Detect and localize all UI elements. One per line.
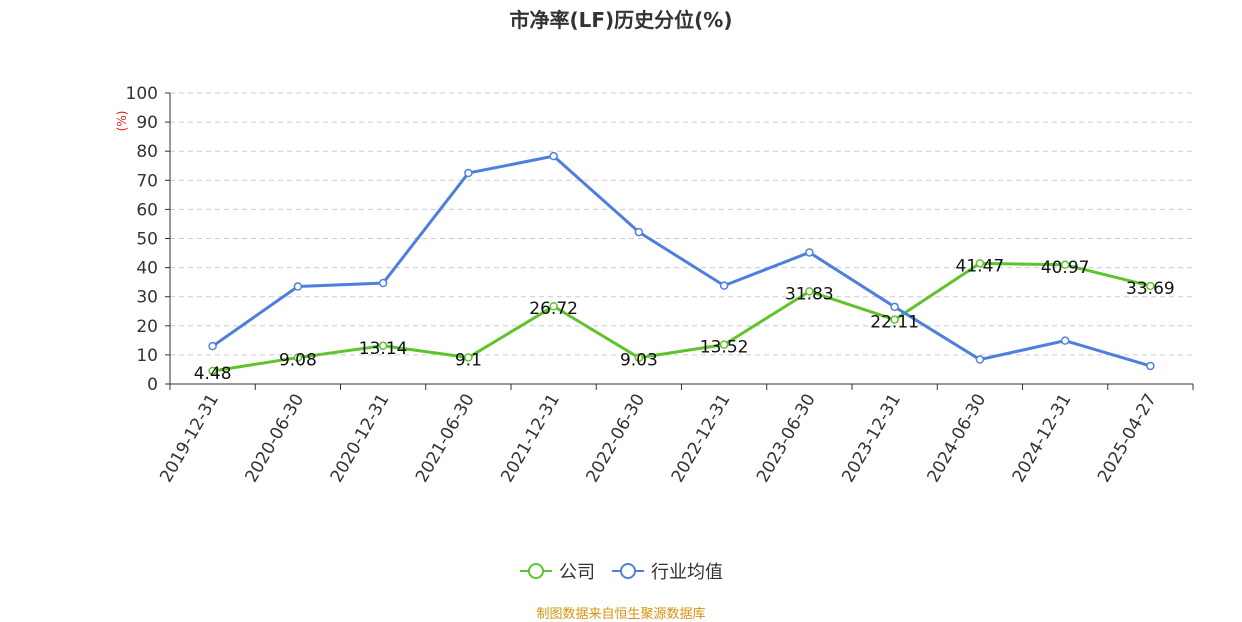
grid-lines — [170, 92, 1193, 356]
data-point-marker[interactable] — [293, 353, 303, 362]
data-point-marker[interactable] — [1060, 336, 1070, 345]
data-labels: 4.48 9.08 13.14 9.1 26.72 9.03 13.52 31.83 22.11… — [194, 256, 1175, 384]
data-label: 9.1 — [455, 351, 482, 371]
y-tick-label: 80 — [136, 142, 158, 162]
data-label: 4.48 — [194, 364, 232, 384]
legend-label-company: 公司 — [559, 562, 595, 583]
legend: 公司 行业均值 — [0, 558, 1242, 584]
legend-line-marker-icon — [520, 563, 552, 579]
x-tick-label: 2025-04-27 — [1094, 391, 1161, 487]
source-note: 制图数据来自恒生聚源数据库 — [536, 607, 706, 622]
data-point-marker[interactable] — [1146, 281, 1155, 291]
y-axis-unit-label: (%) — [115, 111, 129, 132]
x-tick-label: 2024-06-30 — [923, 391, 990, 487]
data-point-marker[interactable] — [975, 259, 985, 268]
axes: 0 10 20 30 40 50 60 70 80 90 100 2019-12-31 2020-06-… — [126, 84, 1194, 487]
data-point-marker[interactable] — [208, 341, 217, 351]
legend-label-industry: 行业均值 — [651, 562, 723, 583]
data-label: 31.83 — [785, 284, 834, 304]
data-point-marker[interactable] — [1060, 260, 1070, 270]
data-point-marker[interactable] — [890, 302, 899, 312]
legend-item-industry[interactable]: 行业均值 — [611, 558, 723, 584]
y-tick-label: 30 — [136, 288, 158, 308]
x-tick-label: 2022-06-30 — [582, 391, 649, 487]
data-label: 13.52 — [700, 338, 749, 358]
y-tick-label: 20 — [136, 317, 158, 337]
series-line-industry — [211, 154, 1151, 368]
chart-title: 市净率(LF)历史分位(%) — [509, 8, 733, 32]
data-point-marker[interactable] — [378, 341, 388, 351]
data-point-marker[interactable] — [549, 151, 558, 161]
data-point-marker[interactable] — [464, 168, 473, 178]
data-label: 26.72 — [529, 299, 578, 319]
data-point-marker[interactable] — [805, 287, 814, 296]
y-tick-label: 40 — [136, 259, 158, 279]
x-tick-label: 2024-12-31 — [1009, 391, 1076, 487]
y-tick-label: 60 — [136, 200, 158, 220]
y-tick-label: 50 — [136, 230, 158, 250]
data-point-marker[interactable] — [464, 353, 473, 362]
x-tick-label: 2020-12-31 — [327, 391, 394, 487]
y-tick-label: 10 — [136, 346, 158, 366]
data-label: 9.03 — [620, 351, 658, 371]
data-point-marker[interactable] — [634, 353, 644, 362]
x-tick-label: 2019-12-31 — [156, 391, 223, 487]
data-point-marker[interactable] — [805, 248, 814, 257]
data-point-marker[interactable] — [719, 281, 729, 290]
data-point-marker[interactable] — [208, 366, 217, 376]
y-tick-label: 90 — [136, 113, 158, 133]
data-label: 33.69 — [1126, 279, 1175, 299]
data-point-marker[interactable] — [719, 340, 729, 349]
y-tick-label: 0 — [147, 375, 158, 395]
x-tick-label: 2021-06-30 — [412, 391, 479, 487]
data-point-marker[interactable] — [634, 227, 644, 237]
data-label: 40.97 — [1041, 258, 1090, 278]
x-tick-label: 2020-06-30 — [241, 391, 308, 487]
y-tick-label: 70 — [136, 171, 158, 191]
y-tick-label: 100 — [126, 84, 158, 104]
x-tick-label: 2021-12-31 — [497, 391, 564, 487]
x-tick-label: 2022-12-31 — [668, 391, 735, 487]
series-lines — [208, 151, 1155, 376]
x-tick-label: 2023-06-30 — [753, 391, 820, 487]
data-point-marker[interactable] — [549, 301, 558, 311]
data-point-marker[interactable] — [1146, 361, 1155, 371]
x-tick-label: 2023-12-31 — [838, 391, 905, 487]
legend-line-marker-icon — [612, 563, 644, 579]
data-point-marker[interactable] — [378, 278, 388, 288]
data-label: 41.47 — [956, 256, 1005, 276]
data-point-marker[interactable] — [890, 315, 899, 324]
data-point-marker[interactable] — [293, 282, 303, 291]
data-point-marker[interactable] — [975, 355, 985, 364]
data-label: 13.14 — [359, 339, 408, 359]
legend-item-company[interactable]: 公司 — [519, 558, 595, 584]
series-line-company — [212, 261, 1151, 373]
data-label: 9.08 — [279, 351, 317, 371]
data-label: 22.11 — [870, 313, 919, 333]
